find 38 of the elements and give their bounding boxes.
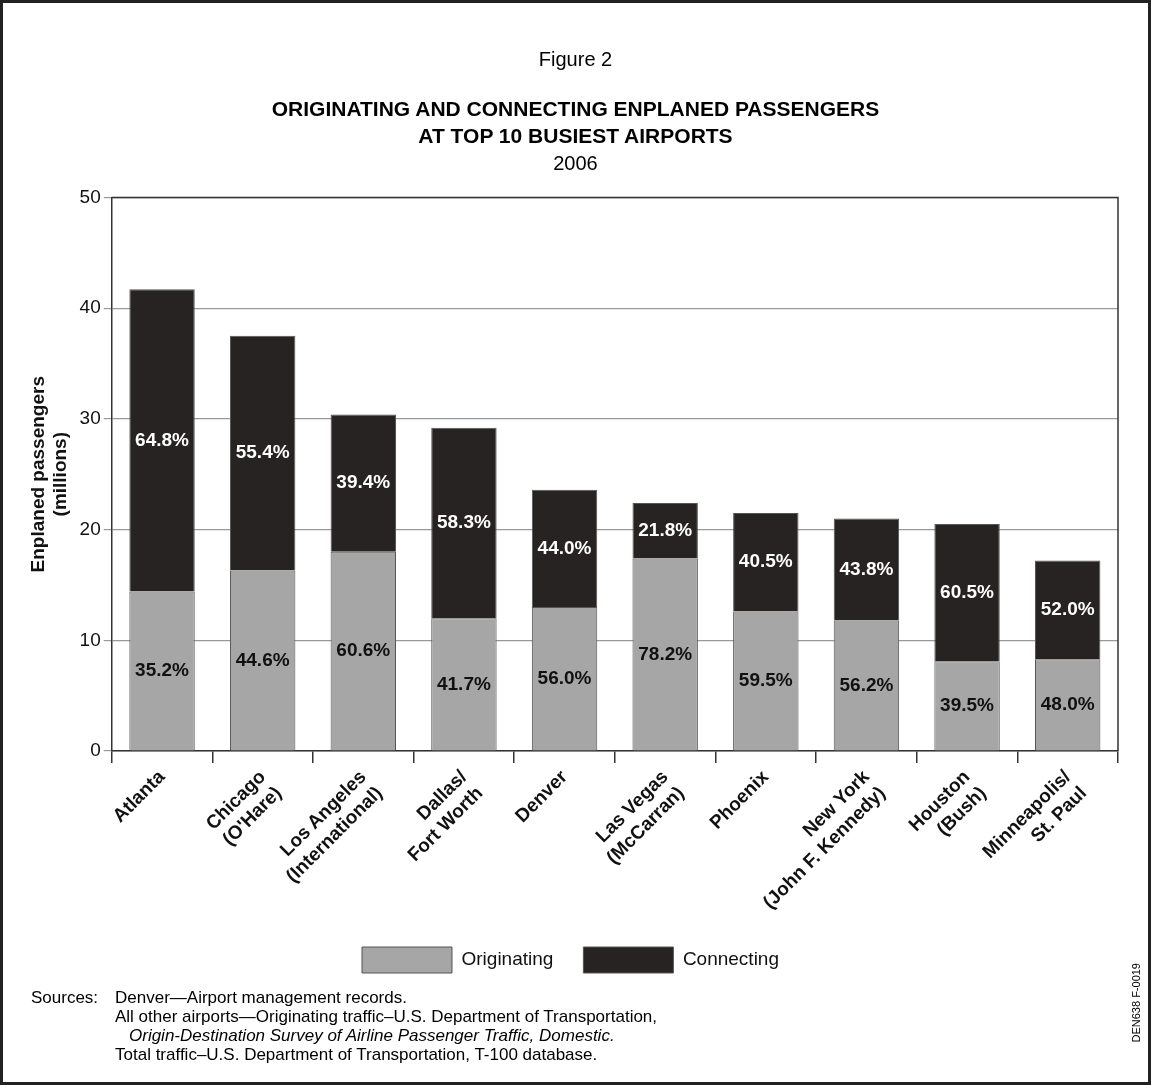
chart-title: ORIGINATING AND CONNECTING ENPLANED PASSENGERS AT TOP 10 BUSIEST AIRPORTS — [270, 96, 881, 149]
text: Origin-Destination Survey of Airline Passenger Traffic, Domestic. — [128, 1026, 616, 1045]
y-tick-label: 0 — [90, 739, 101, 761]
source-note: Sources: — [31, 988, 100, 1009]
annotation: 60.6% — [336, 639, 391, 661]
text: All other airports—Originating traffic–U.S. Department of Transportation, — [115, 1007, 658, 1026]
y-tick-label: 30 — [79, 407, 101, 429]
legend-label: Connecting — [682, 948, 780, 970]
annotation: 43.8% — [839, 557, 894, 579]
y-tick-label: 10 — [79, 628, 101, 650]
y-axis-title: Enplaned passengers (millions) — [26, 376, 71, 573]
annotation: 55.4% — [235, 441, 290, 463]
caption: Figure 2 — [537, 48, 614, 71]
annotation: 52.0% — [1040, 598, 1095, 620]
y-tick-label: 50 — [79, 185, 101, 207]
annotation: 56.0% — [537, 667, 592, 689]
annotation: 35.2% — [135, 659, 190, 681]
text: Denver—Airport management records. — [115, 988, 408, 1007]
annotation: 44.0% — [537, 536, 592, 558]
annotation: 64.8% — [135, 428, 190, 450]
text: Total traffic–U.S. Department of Transportation, T-100 database. — [115, 1045, 599, 1064]
annotation: 44.6% — [235, 648, 290, 670]
annotation: 59.5% — [738, 669, 793, 691]
annotation: 39.5% — [940, 694, 995, 716]
annotation: 40.5% — [738, 550, 793, 572]
annotation: 56.2% — [839, 673, 894, 695]
annotation: 41.7% — [436, 672, 491, 694]
annotation: 48.0% — [1040, 693, 1095, 715]
annotation: 60.5% — [940, 580, 995, 602]
legend-label: Originating — [461, 948, 554, 970]
annotation: 39.4% — [336, 471, 391, 493]
y-tick-label: 40 — [79, 296, 101, 318]
annotation: 58.3% — [436, 511, 491, 533]
annotation: 21.8% — [638, 518, 693, 540]
chart-subtitle: 2006 — [552, 152, 599, 175]
annotation: 78.2% — [638, 642, 693, 664]
text: DEN638 F-0019 — [1130, 963, 1142, 1043]
y-tick-label: 20 — [79, 517, 101, 539]
